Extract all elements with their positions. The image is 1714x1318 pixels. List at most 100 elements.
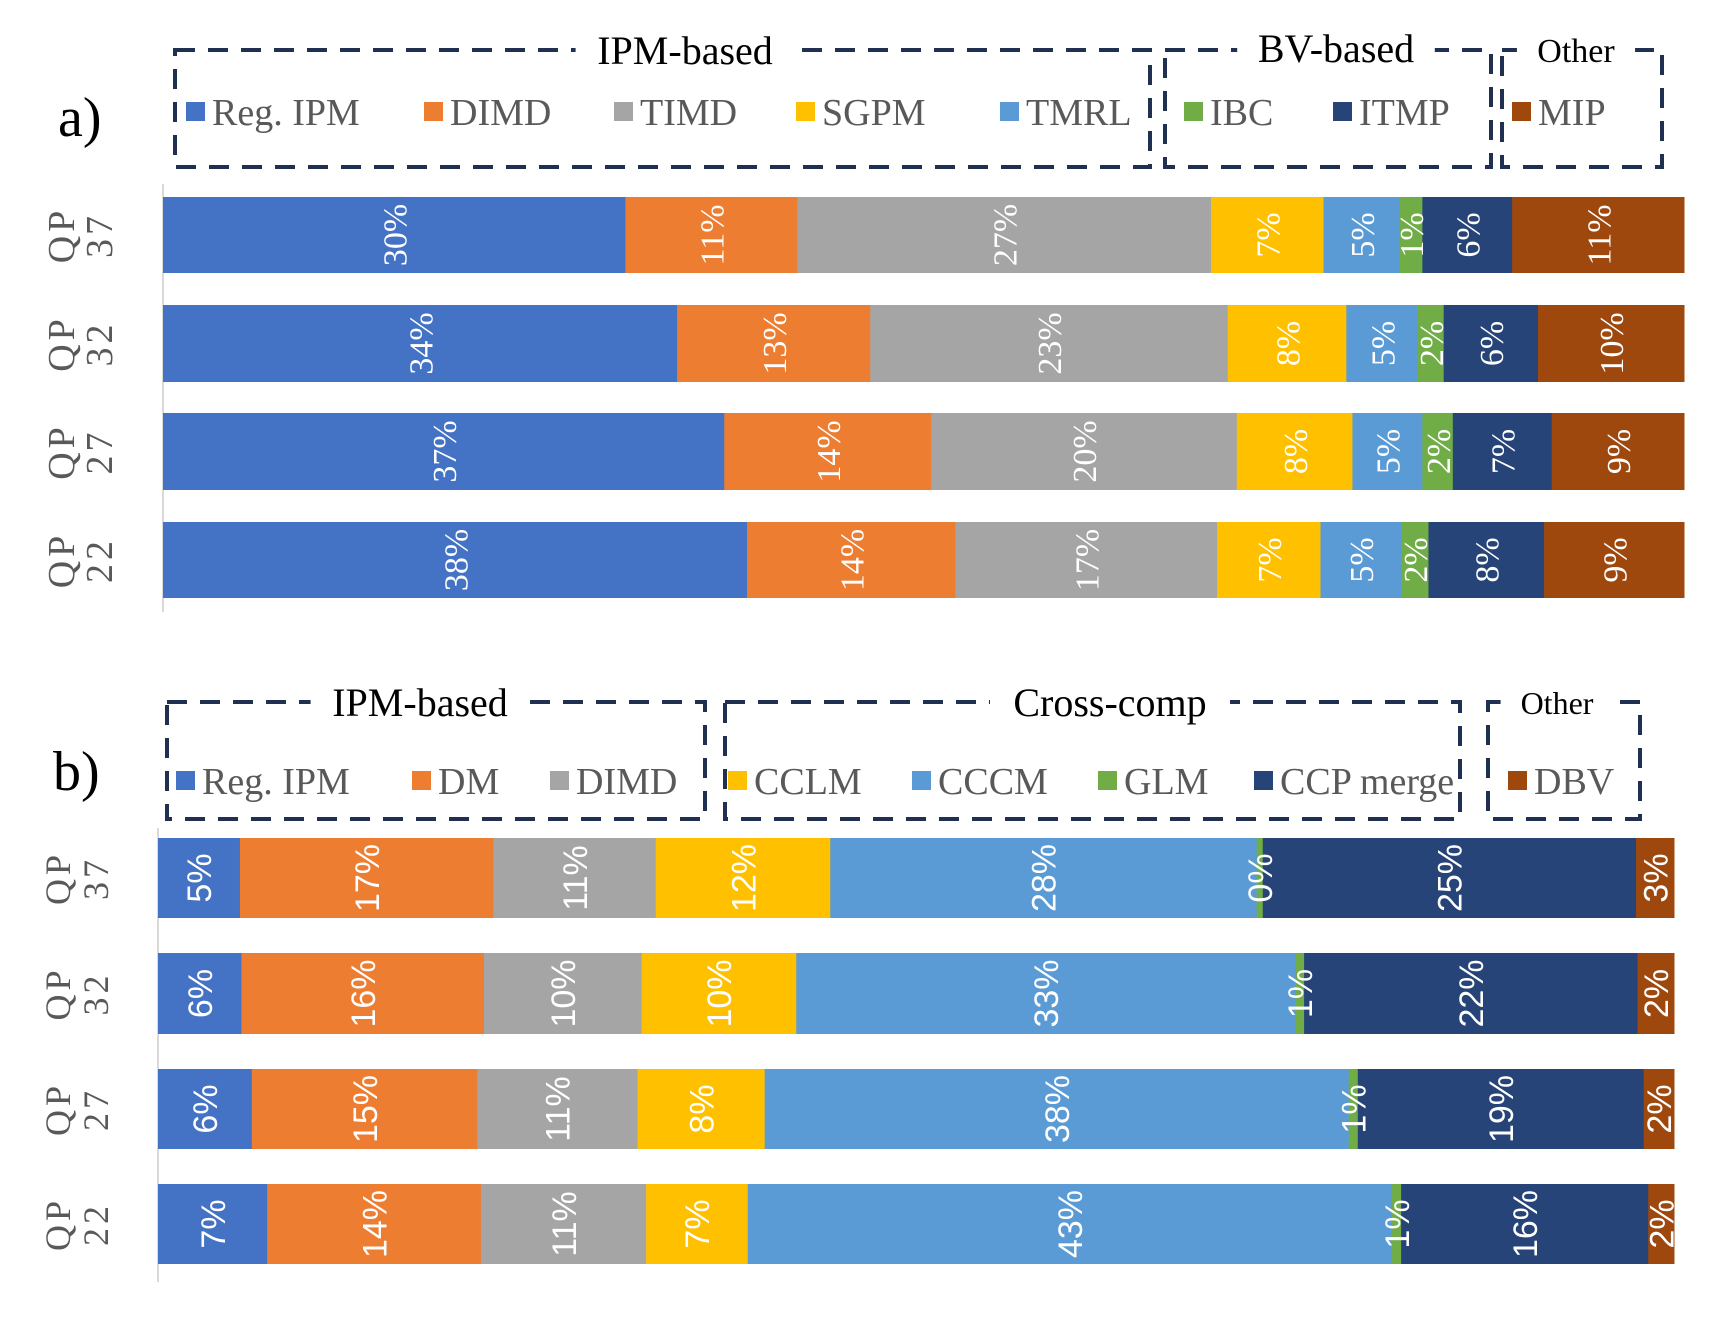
bar-data-label: 9% <box>1597 537 1634 582</box>
bar-data-label: 1% <box>1282 969 1320 1018</box>
bar-data-label: 2% <box>1638 969 1676 1018</box>
legend-item: GLM <box>1098 761 1208 803</box>
legend-item: CCP merge <box>1254 761 1454 803</box>
bar-data-label: 8% <box>1270 321 1307 366</box>
category-label-line: 32 <box>79 321 121 367</box>
bar-data-label-text: 2% <box>1638 969 1676 1018</box>
bar-data-label: 11% <box>540 1076 578 1142</box>
bar-data-label-text: 5% <box>1344 537 1381 582</box>
legend-label: DIMD <box>576 761 677 803</box>
bar-data-label-text: 33% <box>1028 959 1066 1027</box>
bar-data-label: 2% <box>1643 1199 1681 1248</box>
bar-data-label: 38% <box>438 529 475 591</box>
bar-data-label-text: 1% <box>1379 1199 1417 1248</box>
legend-label: DIMD <box>450 92 551 134</box>
category-label-line: 37 <box>79 212 121 258</box>
bar-data-label-text: 1% <box>1335 1084 1373 1133</box>
bar-data-label-text: 6% <box>187 1084 225 1133</box>
bar-data-label: 7% <box>1485 429 1522 474</box>
bar-segment <box>1357 1069 1645 1149</box>
bar-data-label-text: 6% <box>1474 321 1511 366</box>
category-label-line: QP <box>41 423 83 480</box>
bar-data-label-text: 7% <box>195 1199 233 1248</box>
category-label-line: 22 <box>76 1202 116 1246</box>
legend-label: CCP merge <box>1280 761 1454 803</box>
bar-segment <box>1210 197 1325 273</box>
bar-data-label-text: 8% <box>1470 537 1507 582</box>
bar-data-label-text: 1% <box>1282 969 1320 1018</box>
bar-segment <box>1452 413 1553 490</box>
bar-data-label: 7% <box>1252 537 1289 582</box>
legend-group-title: Cross-comp <box>1013 680 1206 725</box>
bar-segment <box>158 953 242 1034</box>
bar-data-label-text: 5% <box>1345 212 1382 257</box>
bar-data-label: 3% <box>1637 853 1675 902</box>
bar-segment <box>931 413 1238 490</box>
bar-data-label: 12% <box>725 844 763 912</box>
bar-segment <box>158 1184 268 1264</box>
legend-label: TMRL <box>1026 92 1132 134</box>
legend-swatch <box>550 771 569 790</box>
bar-data-label: 7% <box>1250 212 1287 257</box>
bar-segment <box>764 1069 1350 1149</box>
category-label-line: QP <box>38 966 78 1020</box>
bar-data-label: 16% <box>345 959 383 1027</box>
legend-group-title-mask <box>1237 42 1435 58</box>
legend-swatch <box>1333 102 1352 121</box>
bar-data-label: 1% <box>1379 1199 1417 1248</box>
bar-data-label: 22% <box>1453 959 1491 1027</box>
category-label-line: QP <box>41 532 83 589</box>
bar-data-label: 6% <box>187 1084 225 1133</box>
bar-data-label: 10% <box>545 959 583 1027</box>
bar-data-label-text: 11% <box>557 845 595 911</box>
category-label-line: 27 <box>79 429 121 475</box>
bar-data-label: 7% <box>679 1199 717 1248</box>
legend-group-title: BV-based <box>1258 26 1414 71</box>
legend-label: Reg. IPM <box>212 92 360 134</box>
category-label-line: 27 <box>76 1087 116 1131</box>
bar-data-label-text: 6% <box>182 969 220 1018</box>
bar-data-label-text: 25% <box>1432 844 1470 912</box>
bar-segment <box>797 197 1212 273</box>
bar-segment <box>1428 522 1545 598</box>
legend-item: Reg. IPM <box>186 92 360 134</box>
bar-data-label-text: 17% <box>1069 529 1106 591</box>
bar-segment <box>641 953 797 1034</box>
legend-group-title-mask <box>1500 694 1614 710</box>
bar-data-label-text: 0% <box>1242 853 1280 902</box>
bar-segment <box>1636 838 1675 918</box>
bar-segment <box>1348 1069 1359 1149</box>
bar-data-label-text: 7% <box>1252 537 1289 582</box>
bar-data-label-text: 7% <box>1485 429 1522 474</box>
bar-data-label: 10% <box>1594 312 1631 374</box>
bar-data-label: 8% <box>1278 429 1315 474</box>
bar-data-label: 2% <box>1421 429 1458 474</box>
legend-group-title-mask <box>990 694 1230 710</box>
bar-data-label-text: 13% <box>757 312 794 374</box>
bar-segment <box>1401 522 1429 598</box>
bar-segment <box>637 1069 766 1149</box>
legend-item: IBC <box>1184 92 1273 134</box>
bar-segment <box>1304 953 1639 1034</box>
bar-data-label-text: 20% <box>1067 420 1104 482</box>
bar-data-label-text: 1% <box>1394 212 1431 257</box>
bar-data-label-text: 8% <box>1278 429 1315 474</box>
legend-label: ITMP <box>1359 92 1450 134</box>
bar-segment <box>625 197 798 273</box>
bar-data-label-text: 7% <box>679 1199 717 1248</box>
bar-data-label-text: 14% <box>356 1190 394 1258</box>
bar-data-label: 37% <box>427 420 464 482</box>
bar-data-label-text: 10% <box>1594 312 1631 374</box>
bar-data-label-text: 10% <box>701 959 739 1027</box>
legend-swatch <box>186 102 205 121</box>
bar-segment <box>158 838 241 918</box>
legend-group-title-mask <box>310 694 530 710</box>
